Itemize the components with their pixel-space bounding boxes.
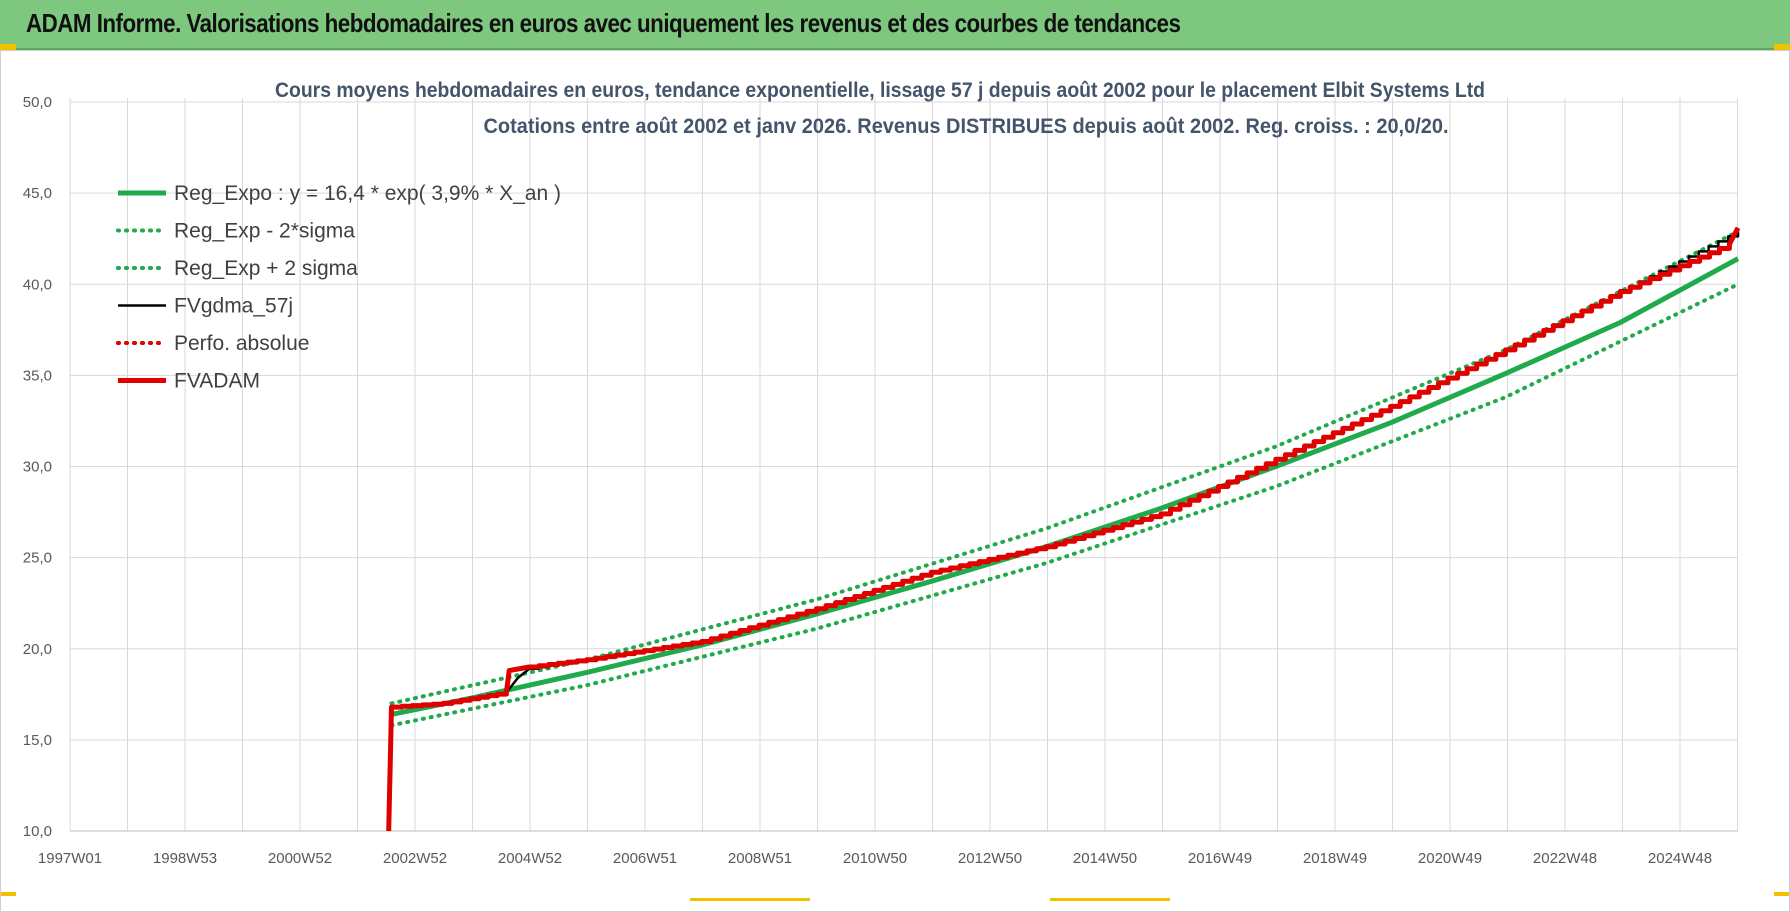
legend-label: FVADAM	[174, 370, 260, 393]
series-line-reg-exp-2-sigma	[389, 282, 1740, 728]
x-tick-label: 2000W52	[268, 850, 332, 867]
axis-layer: 10,0 15,0 20,0 25,0 30,0 35,0 40,0 45,0 50,0 1997…	[23, 94, 1738, 867]
x-tick-label: 2008W51	[728, 850, 792, 867]
series-line-reg-exp-2-sigma	[389, 229, 1740, 706]
legend-label: Reg_Exp - 2*sigma	[174, 220, 355, 243]
series-line-reg-expo-y-16-4-exp-3-9-x-an	[391, 256, 1740, 717]
y-tick-label: 30,0	[23, 459, 52, 476]
x-tick-label: 2002W52	[383, 850, 447, 867]
y-tick-label: 50,0	[23, 94, 52, 111]
chart-title-group: Cours moyens hebdomadaires en euros, ten…	[275, 79, 1485, 138]
x-tick-label: 1997W01	[38, 850, 102, 867]
chart-title-line-2: Cotations entre août 2002 et janv 2026. …	[484, 115, 1449, 138]
x-tick-label: 1998W53	[153, 850, 217, 867]
grid-layer	[69, 98, 1738, 832]
y-tick-label: 10,0	[23, 823, 52, 840]
x-tick-label: 2004W52	[498, 850, 562, 867]
legend-label: FVgdma_57j	[174, 295, 293, 318]
y-tick-label: 35,0	[23, 367, 52, 384]
corner-mark-bottom-right	[1774, 892, 1790, 896]
legend-label: Reg_Exp + 2 sigma	[174, 257, 358, 280]
x-tick-label: 2024W48	[1648, 850, 1712, 867]
x-tick-label: 2020W49	[1418, 850, 1482, 867]
corner-mark-bottom-mid-2	[1050, 898, 1170, 901]
y-tick-label: 45,0	[23, 185, 52, 202]
x-tick-label: 2006W51	[613, 850, 677, 867]
chart-title-line-1: Cours moyens hebdomadaires en euros, ten…	[275, 79, 1485, 102]
x-tick-label: 2010W50	[843, 850, 907, 867]
legend-label: Perfo. absolue	[174, 332, 309, 355]
x-tick-label: 2012W50	[958, 850, 1022, 867]
legend-label: Reg_Expo : y = 16,4 * exp( 3,9% * X_an )	[174, 182, 561, 205]
header-bar: ADAM Informe. Valorisations hebdomadaire…	[0, 0, 1790, 50]
corner-mark-bottom-left	[0, 892, 16, 896]
x-tick-label: 2016W49	[1188, 850, 1252, 867]
x-tick-label: 2018W49	[1303, 850, 1367, 867]
x-tick-label: 2014W50	[1073, 850, 1137, 867]
series-line-fvadam	[386, 226, 1741, 832]
header-title: ADAM Informe. Valorisations hebdomadaire…	[26, 8, 1181, 38]
x-tick-label: 2022W48	[1533, 850, 1597, 867]
y-tick-label: 20,0	[23, 641, 52, 658]
series-line-fvgdma-57j	[391, 231, 1740, 709]
y-tick-label: 25,0	[23, 550, 52, 567]
corner-mark-left	[0, 44, 16, 50]
series-layer	[386, 226, 1741, 832]
y-tick-label: 15,0	[23, 732, 52, 749]
corner-mark-right	[1774, 44, 1790, 50]
legend: Reg_Expo : y = 16,4 * exp( 3,9% * X_an )…	[116, 182, 561, 393]
y-tick-label: 40,0	[23, 276, 52, 293]
corner-mark-bottom-mid-1	[690, 898, 810, 901]
